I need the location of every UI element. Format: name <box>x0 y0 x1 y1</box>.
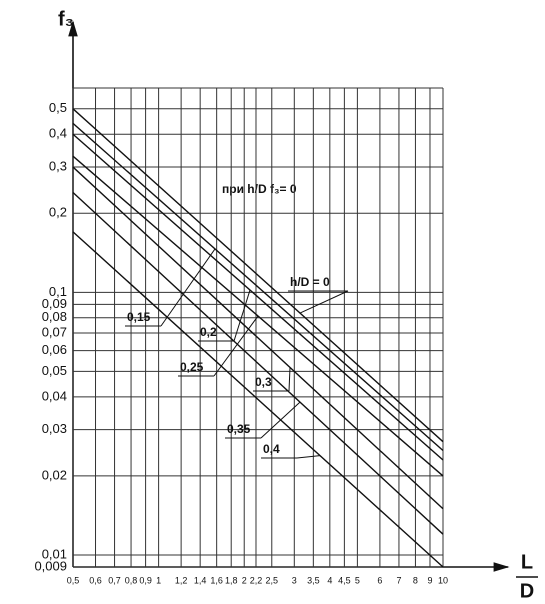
y-tick-label: 0,04 <box>42 388 67 403</box>
y-axis-label: f₃ <box>58 8 74 30</box>
x-tick-label: 7 <box>396 575 401 585</box>
x-tick-label: 8 <box>413 575 418 585</box>
y-tick-label: 0,03 <box>42 421 67 436</box>
y-tick-label: 0,3 <box>49 158 67 173</box>
x-tick-label: 6 <box>377 575 382 585</box>
y-tick-label: 0,1 <box>49 284 67 299</box>
y-tick-label: 0,01 <box>42 546 67 561</box>
x-axis-label-denominator: D <box>520 580 534 602</box>
label-leader <box>299 290 349 314</box>
curve <box>72 133 444 461</box>
y-tick-label: 0,4 <box>49 126 67 141</box>
series-label: 0,3 <box>255 375 272 389</box>
x-tick-label: 4 <box>327 575 332 585</box>
x-tick-label: 10 <box>438 575 448 585</box>
label-leader <box>233 289 251 342</box>
series-label: 0,15 <box>127 310 151 324</box>
annotation: при h/D f₃= 0 <box>222 182 297 196</box>
x-tick-label: 1,8 <box>225 575 238 585</box>
label-leader <box>296 455 321 459</box>
y-tick-label: 0,06 <box>42 342 67 357</box>
x-axis-label-numerator: L <box>521 551 533 573</box>
x-tick-label: 5 <box>355 575 360 585</box>
y-tick-label: 0,05 <box>42 363 67 378</box>
series-label: h/D = 0 <box>290 275 330 289</box>
curve <box>72 166 444 510</box>
curve <box>72 191 444 535</box>
x-tick-label: 1 <box>156 575 161 585</box>
y-tick-label: 0,07 <box>42 324 67 339</box>
x-tick-label: 0,8 <box>125 575 138 585</box>
x-tick-label: 3,5 <box>307 575 320 585</box>
x-tick-label: 0,6 <box>89 575 102 585</box>
series-label: 0,35 <box>227 422 251 436</box>
x-tick-label: 2,5 <box>266 575 279 585</box>
x-tick-label: 0,7 <box>108 575 121 585</box>
y-tick-label: 0,02 <box>42 467 67 482</box>
curve <box>72 231 444 568</box>
series-label: 0,4 <box>263 442 280 456</box>
x-tick-label: 2 <box>242 575 247 585</box>
x-tick-label: 4,5 <box>338 575 351 585</box>
series-label: 0,2 <box>200 325 217 339</box>
y-tick-label: 0,08 <box>42 309 67 324</box>
label-leader <box>288 367 291 392</box>
y-tick-label: 0,5 <box>49 100 67 115</box>
x-tick-label: 3 <box>292 575 297 585</box>
x-tick-label: 1,6 <box>210 575 223 585</box>
y-tick-label: 0,09 <box>42 296 67 311</box>
curve <box>72 108 444 443</box>
x-tick-label: 9 <box>427 575 432 585</box>
label-leader <box>160 248 216 327</box>
curve <box>72 122 444 451</box>
y-tick-label: 0,2 <box>49 205 67 220</box>
series-label: 0,25 <box>180 360 204 374</box>
x-tick-label: 2,2 <box>250 575 263 585</box>
x-tick-label: 1,2 <box>175 575 188 585</box>
y-tick-label: 0,009 <box>34 558 67 573</box>
x-tick-label: 0,9 <box>139 575 152 585</box>
x-tick-label: 1,4 <box>194 575 207 585</box>
label-leader <box>213 315 259 377</box>
x-tick-label: 0,5 <box>67 575 80 585</box>
